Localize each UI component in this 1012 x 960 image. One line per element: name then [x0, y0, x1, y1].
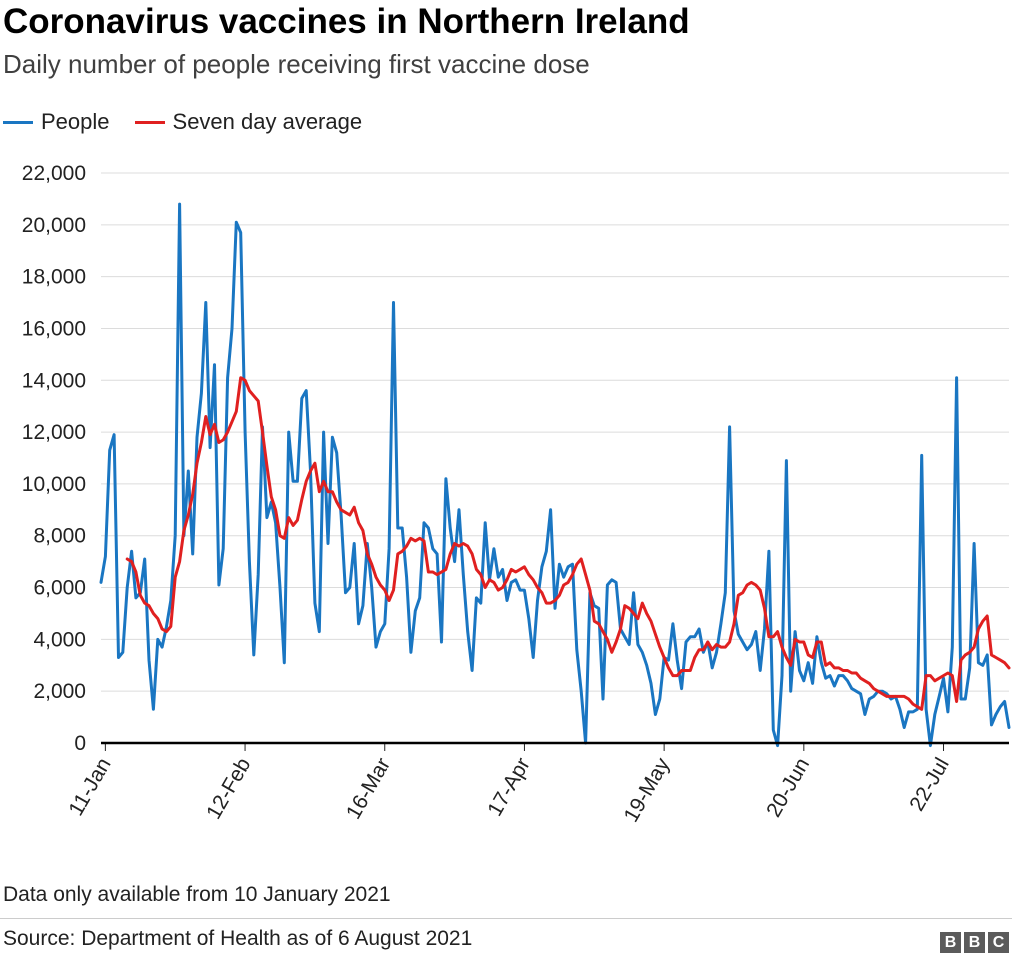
y-tick-label: 8,000: [33, 525, 86, 548]
y-tick-label: 20,000: [22, 214, 86, 237]
chart-subtitle: Daily number of people receiving first v…: [3, 49, 590, 79]
series-line-seven-day-average: [125, 376, 1011, 711]
legend-item-seven-day-average: Seven day average: [134, 109, 363, 135]
legend-swatch-seven-day-average: [134, 120, 165, 124]
bbc-logo-letter: B: [964, 932, 985, 953]
y-tick-label: 14,000: [22, 369, 86, 392]
x-tick-label: 11-Jan: [64, 754, 115, 820]
chart-legend: People Seven day average: [3, 107, 387, 137]
chart-title: Coronavirus vaccines in Northern Ireland: [3, 2, 690, 41]
bbc-logo-letter: C: [988, 932, 1009, 953]
legend-label-people: People: [41, 109, 110, 134]
legend-label-seven-day-average: Seven day average: [172, 109, 363, 134]
y-tick-label: 4,000: [33, 628, 86, 651]
y-tick-label: 12,000: [22, 421, 86, 444]
series-line-people: [99, 202, 1011, 748]
y-tick-label: 10,000: [22, 473, 86, 496]
legend-swatch-people: [3, 120, 33, 124]
x-tick-label: 17-Apr: [483, 754, 534, 820]
y-tick-label: 22,000: [22, 162, 86, 185]
y-tick-label: 2,000: [33, 680, 86, 703]
y-tick-label: 18,000: [22, 266, 86, 289]
data-availability-note: Data only available from 10 January 2021: [3, 883, 391, 906]
x-tick-label: 19-May: [620, 754, 675, 827]
y-tick-label: 6,000: [33, 577, 86, 600]
legend-item-people: People: [3, 109, 110, 135]
x-tick-label: 22-Jul: [905, 754, 954, 815]
y-tick-label: 0: [74, 732, 86, 755]
footer-divider: [0, 918, 1012, 919]
source-note: Source: Department of Health as of 6 Aug…: [3, 927, 473, 950]
line-chart: 0 2,000 4,000 6,000 8,000 10,000 12,000 14,000 1…: [22, 162, 1011, 827]
bbc-logo: B B C: [940, 932, 1009, 953]
x-tick-label: 20-Jun: [762, 754, 814, 821]
x-tick-label: 12-Feb: [202, 754, 255, 823]
bbc-logo-letter: B: [940, 932, 961, 953]
y-tick-label: 16,000: [22, 317, 86, 340]
x-tick-label: 16-Mar: [342, 754, 395, 823]
